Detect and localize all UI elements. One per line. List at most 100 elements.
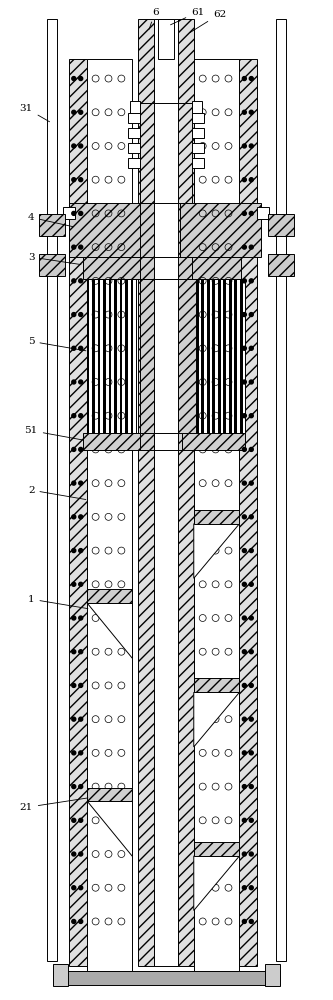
Bar bbox=[178, 279, 196, 433]
Bar bbox=[196, 279, 198, 433]
Circle shape bbox=[79, 245, 83, 249]
Circle shape bbox=[79, 279, 83, 283]
Circle shape bbox=[79, 380, 83, 384]
Bar bbox=[178, 59, 194, 966]
Text: 31: 31 bbox=[20, 104, 50, 122]
Circle shape bbox=[79, 211, 83, 215]
Circle shape bbox=[249, 481, 253, 485]
Circle shape bbox=[249, 717, 253, 721]
Bar bbox=[196, 279, 245, 433]
Bar bbox=[192, 128, 204, 138]
Circle shape bbox=[242, 313, 246, 317]
Bar bbox=[182, 433, 245, 450]
Bar bbox=[134, 279, 136, 433]
Circle shape bbox=[79, 346, 83, 350]
Circle shape bbox=[72, 886, 76, 890]
Bar bbox=[234, 279, 237, 433]
Circle shape bbox=[249, 245, 253, 249]
Bar bbox=[178, 433, 182, 450]
Circle shape bbox=[249, 346, 253, 350]
Circle shape bbox=[79, 414, 83, 418]
Bar bbox=[192, 143, 204, 153]
Circle shape bbox=[249, 785, 253, 789]
Bar bbox=[194, 113, 202, 121]
Bar bbox=[231, 279, 234, 433]
Circle shape bbox=[79, 751, 83, 755]
Bar bbox=[140, 433, 154, 450]
Bar bbox=[138, 19, 154, 103]
Bar bbox=[229, 279, 231, 433]
Text: 5: 5 bbox=[28, 337, 86, 351]
Bar bbox=[194, 510, 239, 524]
Circle shape bbox=[242, 77, 246, 81]
Bar bbox=[101, 279, 103, 433]
Circle shape bbox=[72, 683, 76, 687]
Bar bbox=[237, 279, 240, 433]
Circle shape bbox=[249, 818, 253, 822]
Bar bbox=[154, 279, 178, 433]
Circle shape bbox=[72, 245, 76, 249]
Bar bbox=[194, 842, 239, 856]
Bar bbox=[125, 279, 128, 433]
Bar bbox=[63, 207, 75, 219]
Circle shape bbox=[242, 380, 246, 384]
Bar bbox=[69, 59, 87, 966]
Bar bbox=[220, 279, 223, 433]
Bar bbox=[204, 279, 207, 433]
Bar bbox=[215, 279, 218, 433]
Bar bbox=[83, 257, 144, 279]
Circle shape bbox=[242, 481, 246, 485]
Circle shape bbox=[249, 447, 253, 451]
Circle shape bbox=[242, 852, 246, 856]
Circle shape bbox=[72, 785, 76, 789]
Circle shape bbox=[242, 346, 246, 350]
Bar bbox=[128, 128, 140, 138]
Bar bbox=[95, 279, 98, 433]
Text: 51: 51 bbox=[25, 426, 83, 440]
Bar bbox=[242, 279, 245, 433]
Bar bbox=[180, 257, 241, 279]
Bar bbox=[123, 279, 125, 433]
Circle shape bbox=[72, 414, 76, 418]
Circle shape bbox=[242, 886, 246, 890]
Bar bbox=[98, 279, 101, 433]
Text: 21: 21 bbox=[20, 798, 88, 812]
Bar bbox=[114, 279, 117, 433]
Bar bbox=[154, 203, 178, 257]
Bar bbox=[92, 279, 95, 433]
Bar bbox=[194, 59, 239, 971]
Circle shape bbox=[72, 211, 76, 215]
Bar bbox=[268, 254, 294, 276]
Circle shape bbox=[242, 110, 246, 114]
Circle shape bbox=[72, 110, 76, 114]
Circle shape bbox=[249, 110, 253, 114]
Circle shape bbox=[242, 211, 246, 215]
Bar bbox=[192, 113, 204, 123]
Bar bbox=[130, 101, 140, 113]
Bar bbox=[140, 279, 154, 433]
Circle shape bbox=[79, 852, 83, 856]
Circle shape bbox=[79, 110, 83, 114]
Circle shape bbox=[242, 414, 246, 418]
Circle shape bbox=[72, 582, 76, 586]
Circle shape bbox=[249, 414, 253, 418]
Circle shape bbox=[72, 144, 76, 148]
Text: 1: 1 bbox=[28, 595, 88, 609]
Bar bbox=[138, 59, 154, 966]
Circle shape bbox=[79, 717, 83, 721]
Bar bbox=[223, 279, 226, 433]
Circle shape bbox=[79, 582, 83, 586]
Bar bbox=[90, 279, 92, 433]
Circle shape bbox=[242, 279, 246, 283]
Bar bbox=[140, 103, 192, 203]
Bar bbox=[265, 964, 280, 986]
Bar bbox=[47, 19, 57, 961]
Bar bbox=[53, 964, 68, 986]
Circle shape bbox=[249, 852, 253, 856]
Bar bbox=[194, 678, 239, 692]
Polygon shape bbox=[87, 603, 132, 658]
Bar bbox=[207, 279, 209, 433]
Circle shape bbox=[249, 279, 253, 283]
Bar bbox=[87, 279, 90, 433]
Bar bbox=[212, 279, 215, 433]
